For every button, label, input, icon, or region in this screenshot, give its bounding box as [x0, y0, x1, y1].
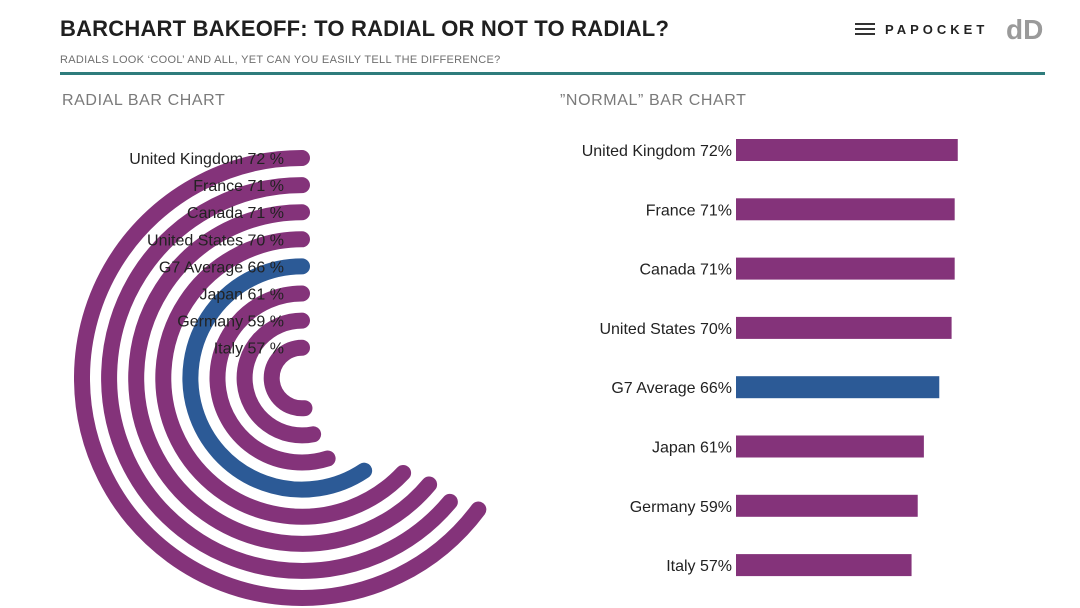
hamburger-menu-icon[interactable]: [855, 22, 875, 36]
bar-france[interactable]: [736, 198, 955, 221]
bar-label: Canada 71%: [639, 262, 732, 279]
radial-chart-title: RADIAL BAR CHART: [62, 92, 226, 109]
radial-bar-chart: United Kingdom 72 % France 71 % Canada 71 …: [74, 150, 487, 606]
logo-icon: dD: [1006, 14, 1043, 45]
radial-label: Italy 57 %: [214, 341, 284, 358]
bar-italy[interactable]: [736, 554, 912, 577]
bar-label: G7 Average 66%: [611, 380, 732, 397]
bar-united-kingdom[interactable]: [736, 139, 958, 161]
bar-japan[interactable]: [736, 435, 924, 458]
radial-bar-canada[interactable]: [128, 204, 438, 552]
horizontal-bar-chart: United Kingdom 72% France 71% Canada 71% Un…: [582, 139, 958, 577]
radial-bar-japan[interactable]: [209, 285, 336, 471]
brand-name[interactable]: PAPOCKET: [885, 21, 989, 37]
bar-chart-title: ”NORMAL” BAR CHART: [560, 92, 747, 109]
radial-bar-germany[interactable]: [236, 312, 322, 444]
radial-label: Germany 59 %: [177, 314, 284, 331]
radial-bar-united-kingdom[interactable]: [74, 150, 487, 606]
radial-bar-united-states[interactable]: [155, 231, 412, 525]
brand-menu[interactable]: PAPOCKET: [855, 17, 988, 41]
radial-label: Japan 61 %: [199, 287, 284, 304]
bar-label: Italy 57%: [666, 558, 732, 575]
radial-bar-italy[interactable]: [263, 339, 313, 417]
bar-label: Japan 61%: [652, 440, 732, 457]
bar-label: Germany 59%: [630, 499, 732, 516]
bar-g7-average[interactable]: [736, 376, 940, 399]
bar-united-states[interactable]: [736, 316, 952, 339]
radial-label: G7 Average 66 %: [159, 259, 284, 276]
bar-label: United Kingdom 72%: [582, 143, 732, 160]
bar-canada[interactable]: [736, 257, 955, 280]
page-title: BARCHART BAKEOFF: TO RADIAL OR NOT TO RA…: [60, 16, 670, 41]
radial-label: United Kingdom 72 %: [129, 151, 284, 168]
bar-label: United States 70%: [599, 321, 732, 338]
page-subtitle: RADIALS LOOK ‘COOL’ AND ALL, YET CAN YOU…: [60, 54, 501, 66]
radial-label: United States 70 %: [147, 232, 284, 249]
radial-label: Canada 71 %: [187, 205, 284, 222]
bar-germany[interactable]: [736, 494, 918, 517]
radial-label: France 71 %: [193, 178, 284, 195]
bar-label: France 71%: [646, 202, 732, 219]
radial-bar-g7-average[interactable]: [182, 258, 373, 498]
header-divider: [60, 72, 1045, 75]
logo-text: dD: [1006, 14, 1043, 45]
radial-bar-france[interactable]: [101, 177, 458, 579]
